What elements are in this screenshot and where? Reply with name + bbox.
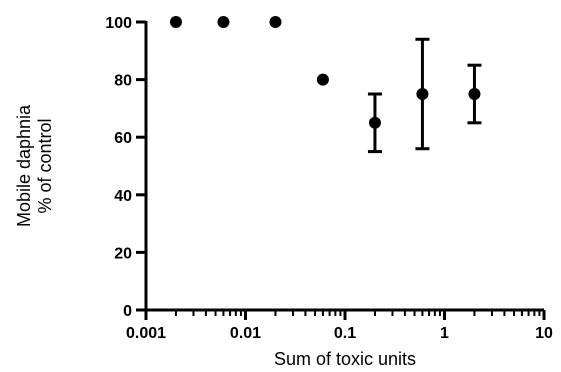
data-point: [316, 73, 329, 86]
data-point: [169, 16, 182, 28]
y-axis-title-line1: Mobile daphnia: [14, 104, 34, 227]
data-point: [217, 16, 230, 28]
data-points: [169, 16, 481, 129]
x-axis-title: Sum of toxic units: [274, 349, 416, 369]
x-tick-label: 10: [535, 325, 553, 342]
y-tick-label: 80: [114, 73, 132, 90]
y-tick-label: 40: [114, 188, 132, 205]
data-point: [468, 88, 481, 100]
axes: [144, 21, 544, 312]
data-point: [416, 88, 429, 100]
x-tick-label: 1: [440, 325, 449, 342]
x-tick-label: 0.001: [126, 325, 166, 342]
data-point: [269, 16, 282, 28]
x-tick-label: 0.01: [230, 325, 261, 342]
y-tick-label: 0: [123, 303, 132, 320]
y-tick-label: 60: [114, 130, 132, 147]
y-tick-label: 100: [105, 15, 132, 32]
y-tick-label: 20: [114, 245, 132, 262]
x-tick-label: 0.1: [334, 325, 356, 342]
data-point: [368, 116, 381, 129]
y-axis-title-line2: % of control: [35, 118, 55, 213]
